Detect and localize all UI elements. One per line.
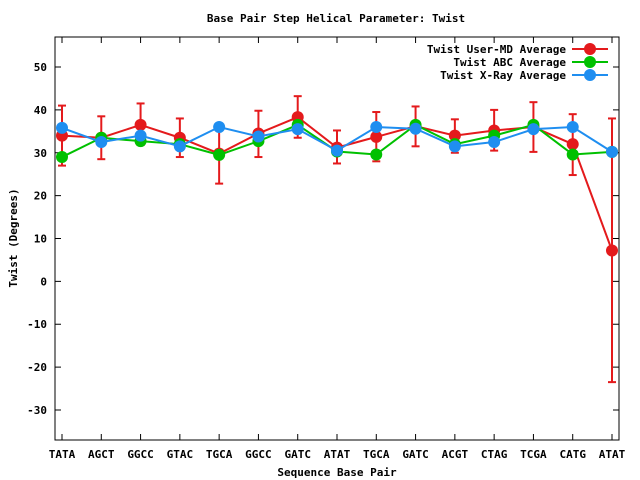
x-tick-label: CTAG (481, 448, 508, 461)
data-point (527, 123, 540, 136)
x-tick-label: TCGA (520, 448, 547, 461)
data-point (606, 145, 618, 158)
y-axis: 50 40 30 20 10 0 -10 -20 -30 (27, 61, 619, 417)
y-tick-label: -10 (27, 318, 47, 331)
data-point (566, 121, 579, 134)
series-3 (56, 121, 618, 158)
y-tick-label: -30 (27, 404, 47, 417)
data-point (370, 148, 383, 161)
data-point (134, 118, 147, 131)
data-point (213, 148, 226, 161)
x-tick-label: GGCC (127, 448, 154, 461)
data-point (213, 121, 226, 134)
data-point (95, 136, 108, 149)
legend-swatch-marker (584, 56, 596, 68)
data-point (448, 140, 461, 153)
data-point (370, 121, 383, 134)
x-tick-label: GATC (284, 448, 311, 461)
y-tick-label: -20 (27, 361, 47, 374)
data-point (331, 144, 343, 157)
x-tick-label: TATA (49, 448, 76, 461)
data-point (173, 140, 186, 153)
legend-label: Twist ABC Average (453, 56, 566, 69)
y-tick-label: 50 (34, 61, 47, 74)
data-point (488, 136, 501, 149)
chart-title: Base Pair Step Helical Parameter: Twist (207, 12, 465, 25)
x-tick-label: ATAT (324, 448, 351, 461)
legend-label: Twist X-Ray Average (440, 69, 566, 82)
legend-label: Twist User-MD Average (427, 43, 566, 56)
x-tick-label: ATAT (599, 448, 626, 461)
x-axis-label: Sequence Base Pair (277, 466, 397, 479)
legend-swatch-marker (584, 69, 596, 81)
y-tick-label: 20 (34, 190, 47, 203)
x-tick-label: TGCA (363, 448, 390, 461)
plot-frame (54, 36, 620, 441)
data-point (370, 130, 383, 143)
data-point (409, 122, 422, 135)
y-tick-label: 30 (34, 147, 47, 160)
data-point (566, 138, 579, 151)
data-point (291, 123, 304, 136)
data-point (448, 129, 461, 142)
data-point (56, 121, 68, 134)
data-point (134, 129, 147, 142)
y-tick-label: 10 (34, 233, 47, 246)
x-tick-label: TGCA (206, 448, 233, 461)
x-tick-label: GATC (402, 448, 429, 461)
data-point (606, 244, 618, 257)
series-layer (56, 95, 618, 384)
x-tick-label: ACGT (442, 448, 469, 461)
x-axis: TATA AGCT GGCC GTAC TGCA GGCC GATC ATAT TGCA GATC… (49, 37, 626, 461)
y-tick-label: 0 (40, 275, 47, 288)
data-point (566, 148, 579, 161)
x-tick-label: CATG (559, 448, 586, 461)
legend-swatch-marker (584, 43, 596, 55)
x-tick-label: GGCC (245, 448, 272, 461)
y-axis-label: Twist (Degrees) (7, 188, 20, 287)
data-point (252, 130, 265, 143)
x-tick-label: GTAC (167, 448, 194, 461)
data-point (56, 151, 68, 164)
y-tick-label: 40 (34, 104, 47, 117)
x-tick-label: AGCT (88, 448, 115, 461)
